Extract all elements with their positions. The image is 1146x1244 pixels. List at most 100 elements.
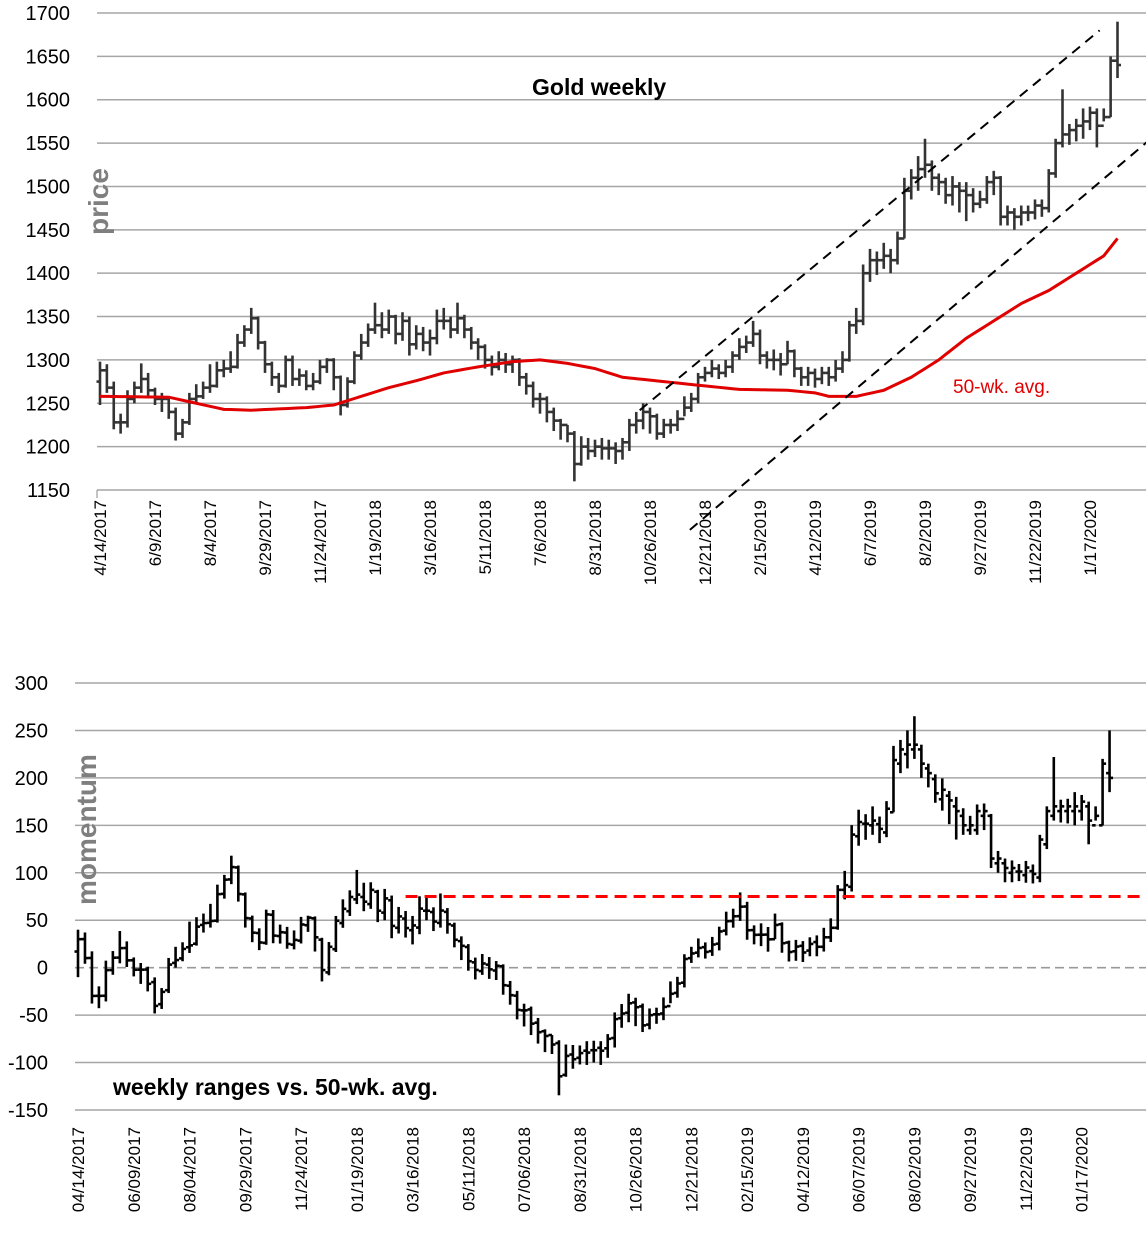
price-bar (1017, 205, 1025, 226)
momentum-x-tick-label: 02/15/2019 (738, 1127, 757, 1212)
price-bar (179, 418, 186, 438)
price-bar (632, 411, 640, 434)
momentum-y-tick-label: 50 (26, 910, 48, 932)
momentum-bar (381, 888, 389, 921)
price-bar (220, 359, 228, 378)
momentum-bar (367, 882, 375, 909)
price-bar (784, 340, 791, 366)
momentum-bar (924, 763, 932, 788)
price-bar (254, 316, 262, 350)
momentum-bar (388, 895, 396, 939)
price-bar (1114, 21, 1121, 79)
price-bar (509, 355, 516, 373)
price-bar (309, 372, 317, 391)
momentum-bar (457, 936, 465, 961)
momentum-x-tick-label: 11/22/2019 (1017, 1127, 1036, 1211)
momentum-y-tick-label: 150 (15, 815, 48, 837)
momentum-bar (241, 892, 249, 928)
price-bar (619, 437, 626, 460)
momentum-bar (248, 915, 256, 943)
momentum-bar (1085, 801, 1093, 845)
momentum-bar (855, 809, 863, 846)
momentum-bar (625, 993, 633, 1023)
price-bar (811, 368, 819, 388)
momentum-bar (450, 922, 458, 948)
price-bar (330, 358, 338, 391)
trend-channel-upper (639, 29, 1101, 411)
price-bar (935, 173, 943, 196)
momentum-bar (541, 1029, 549, 1053)
price-bar (825, 366, 833, 386)
price-x-tick-label: 6/9/2017 (146, 500, 165, 566)
price-bar (845, 320, 853, 362)
momentum-bar (1057, 799, 1065, 823)
momentum-y-tick-label: 250 (15, 720, 48, 742)
price-bar (735, 338, 743, 360)
price-bar (213, 361, 221, 388)
momentum-x-tick-label: 08/31/2018 (571, 1127, 590, 1212)
momentum-bar (123, 941, 131, 968)
momentum-bar (555, 1040, 563, 1096)
momentum-bar (673, 976, 681, 998)
momentum-bar (199, 913, 207, 933)
price-bar (674, 410, 681, 432)
momentum-x-tick-label: 10/26/2018 (627, 1127, 646, 1212)
momentum-bar (1043, 806, 1051, 850)
price-bar (137, 363, 145, 393)
momentum-bar (1099, 758, 1107, 827)
price-bar (240, 325, 248, 347)
momentum-bar (304, 915, 312, 932)
momentum-bar (1050, 757, 1058, 821)
price-bar (185, 392, 193, 425)
momentum-x-tick-label: 08/04/2017 (181, 1127, 200, 1212)
price-bar (804, 366, 812, 386)
momentum-bar (771, 913, 779, 941)
momentum-grid: -150 -100 -50 0 50 100 150 200 250 300 04/14/2017 0… (8, 673, 1146, 1212)
price-bar (742, 335, 750, 353)
momentum-bar (827, 918, 835, 943)
momentum-bar (1001, 858, 1009, 883)
price-bar (887, 248, 895, 274)
momentum-bar (255, 928, 263, 951)
momentum-bar (374, 889, 382, 923)
price-bar (433, 309, 441, 345)
momentum-bar (1029, 864, 1037, 884)
price-bar (584, 437, 592, 460)
price-bar (117, 413, 125, 434)
momentum-bar (116, 931, 124, 964)
price-y-tick-label: 1550 (26, 133, 71, 155)
momentum-bar (213, 884, 221, 923)
momentum-y-tick-label: 300 (15, 673, 48, 695)
price-y-tick-label: 1350 (26, 307, 71, 329)
momentum-bar (792, 939, 800, 961)
momentum-bar (409, 915, 417, 945)
momentum-bar (109, 951, 117, 975)
price-bar (364, 323, 372, 347)
momentum-bar (311, 916, 319, 952)
momentum-bar (666, 981, 674, 1008)
momentum-x-tick-label: 04/12/2019 (794, 1127, 813, 1212)
momentum-bar (848, 825, 856, 892)
momentum-bar (395, 906, 403, 934)
price-bar (234, 333, 241, 369)
momentum-bar (680, 954, 688, 988)
price-bar (460, 314, 468, 339)
momentum-bar (74, 929, 82, 978)
price-bar (997, 176, 1005, 226)
price-bar (543, 396, 551, 423)
price-bar (983, 176, 991, 204)
momentum-x-tick-label: 12/21/2018 (682, 1127, 701, 1212)
momentum-bar (325, 942, 333, 976)
momentum-bar (471, 957, 479, 980)
price-bar (797, 366, 805, 386)
price-bar (1079, 108, 1087, 139)
price-y-tick-label: 1500 (26, 176, 71, 198)
momentum-bar (1071, 792, 1079, 826)
momentum-bar (980, 803, 988, 831)
price-bar (426, 329, 434, 356)
price-y-tick-label: 1250 (26, 393, 71, 415)
momentum-bar (144, 966, 152, 992)
price-bar (625, 418, 633, 451)
momentum-y-tick-label: 0 (37, 958, 48, 980)
price-x-tick-label: 2/15/2019 (751, 500, 770, 576)
